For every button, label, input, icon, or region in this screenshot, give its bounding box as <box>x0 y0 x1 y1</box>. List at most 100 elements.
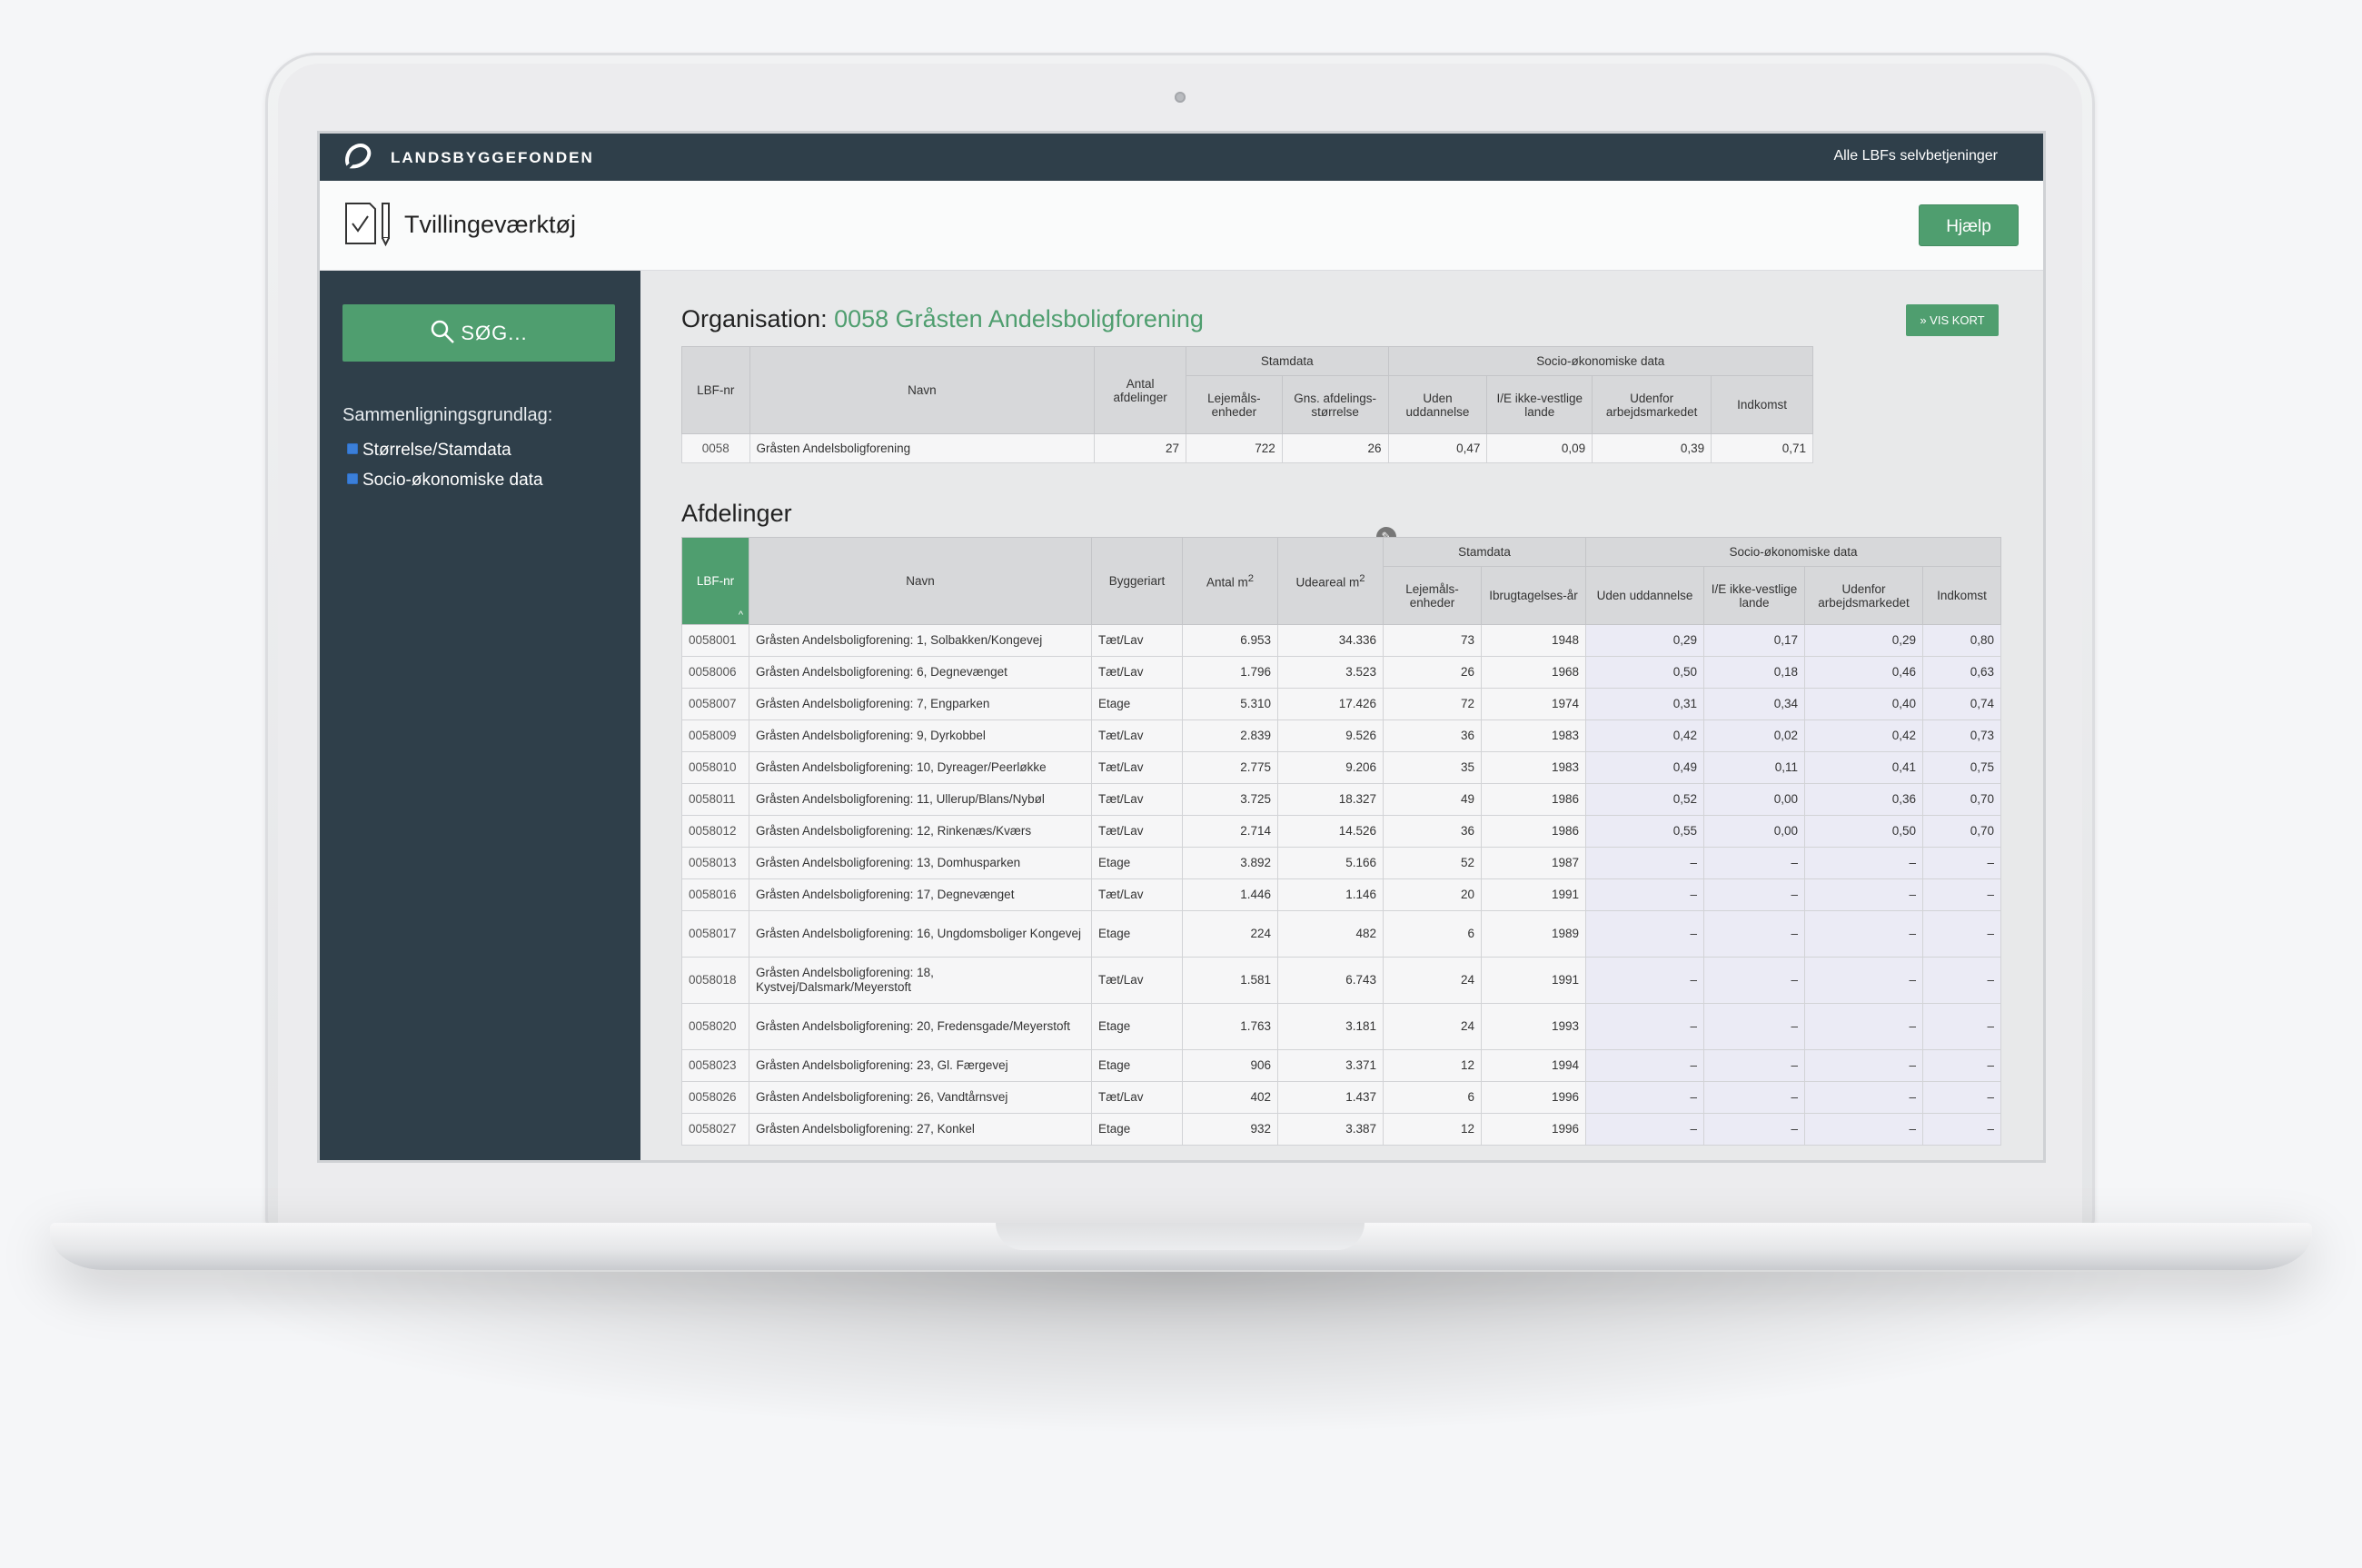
cell-ie: 0,34 <box>1703 688 1806 720</box>
cell-uden: – <box>1585 1003 1705 1050</box>
checkbox-checked-icon[interactable] <box>347 442 358 454</box>
table-row[interactable]: 0058016 Gråsten Andelsboligforening: 17, … <box>681 878 2002 911</box>
table-row[interactable]: 0058012 Gråsten Andelsboligforening: 12, … <box>681 815 2002 848</box>
cell-udenfor: 0,46 <box>1804 656 1924 689</box>
checkbox-socio-data[interactable]: Socio-økonomiske data <box>347 471 543 491</box>
col-antal-afdelinger[interactable]: Antal afdelinger <box>1094 346 1186 434</box>
cell-udenfor: 0,36 <box>1804 783 1924 816</box>
table-row[interactable]: 0058018 Gråsten Andelsboligforening: 18, … <box>681 957 2002 1004</box>
col-ie-lande[interactable]: I/E ikke-vestlige lande <box>1486 375 1593 434</box>
search-label: SØG... <box>461 322 528 344</box>
cell-ind: – <box>1922 910 2002 958</box>
col-udeareal-m2[interactable]: Udeareal m2 <box>1277 537 1384 625</box>
table-row[interactable]: 0058026 Gråsten Andelsboligforening: 26, … <box>681 1081 2002 1114</box>
cell-m2: 3.725 <box>1182 783 1278 816</box>
col-ie-lande[interactable]: I/E ikke-vestlige lande <box>1703 566 1806 625</box>
col-navn[interactable]: Navn <box>749 537 1092 625</box>
col-byggeriart[interactable]: Byggeriart <box>1091 537 1183 625</box>
cell-lbf: 0058026 <box>681 1081 749 1114</box>
col-indkomst[interactable]: Indkomst <box>1922 566 2002 625</box>
cell-lbf: 0058011 <box>681 783 749 816</box>
main-content: Organisation: 0058 Gråsten Andelsboligfo… <box>640 271 2043 1160</box>
cell-aar: 1989 <box>1480 910 1587 958</box>
cell-art: Tæt/Lav <box>1091 878 1183 911</box>
cell-ude: 1.437 <box>1277 1081 1384 1114</box>
cell-navn: Gråsten Andelsboligforening: 26, Vandtår… <box>749 1081 1092 1114</box>
cell-aar: 1993 <box>1480 1003 1587 1050</box>
table-row[interactable]: 0058013 Gråsten Andelsboligforening: 13, … <box>681 847 2002 879</box>
cell-ind: – <box>1922 878 2002 911</box>
cell-udenfor: 0,29 <box>1804 624 1924 657</box>
cell-udenfor: 0,42 <box>1804 719 1924 752</box>
cell-lbf: 0058013 <box>681 847 749 879</box>
help-button[interactable]: Hjælp <box>1919 204 2019 246</box>
cell-ie: 0,02 <box>1703 719 1806 752</box>
col-indkomst[interactable]: Indkomst <box>1711 375 1813 434</box>
table-row[interactable]: 0058027 Gråsten Andelsboligforening: 27, … <box>681 1113 2002 1146</box>
cell-lej: 49 <box>1383 783 1482 816</box>
cell-lej: 72 <box>1383 688 1482 720</box>
cell-m2: 1.796 <box>1182 656 1278 689</box>
afdelinger-body: 0058001 Gråsten Andelsboligforening: 1, S… <box>681 624 2002 1146</box>
table-row[interactable]: 0058017 Gråsten Andelsboligforening: 16, … <box>681 910 2002 958</box>
checkbox-size-stamdata[interactable]: Størrelse/Stamdata <box>347 441 511 461</box>
table-row[interactable]: 0058023 Gråsten Andelsboligforening: 23, … <box>681 1049 2002 1082</box>
cell-lej: 73 <box>1383 624 1482 657</box>
table-row[interactable]: 0058011 Gråsten Andelsboligforening: 11, … <box>681 783 2002 816</box>
col-uden-uddannelse[interactable]: Uden uddannelse <box>1585 566 1705 625</box>
col-uden-uddannelse[interactable]: Uden uddannelse <box>1387 375 1488 434</box>
cell-uden: – <box>1585 1049 1705 1082</box>
table-row[interactable]: 0058009 Gråsten Andelsboligforening: 9, D… <box>681 719 2002 752</box>
cell-aar: 1983 <box>1480 751 1587 784</box>
app-screen: LANDSBYGGEFONDEN Alle LBFs selvbetjening… <box>320 134 2043 1160</box>
cell-art: Tæt/Lav <box>1091 957 1183 1004</box>
cell-ie: 0,17 <box>1703 624 1806 657</box>
table-row[interactable]: 0058007 Gråsten Andelsboligforening: 7, E… <box>681 688 2002 720</box>
col-udenfor-arbejdsmarkedet[interactable]: Udenfor arbejdsmarkedet <box>1804 566 1924 625</box>
cell-navn: Gråsten Andelsboligforening: 17, Degnevæ… <box>749 878 1092 911</box>
laptop-shadow <box>200 1272 2162 1435</box>
cell-ie: – <box>1703 847 1806 879</box>
cell-art: Tæt/Lav <box>1091 783 1183 816</box>
table-row[interactable]: 0058020 Gråsten Andelsboligforening: 20, … <box>681 1003 2002 1050</box>
col-lejemaal[interactable]: Lejemåls-enheder <box>1383 566 1482 625</box>
cell-uden: – <box>1585 1113 1705 1146</box>
cell-ude: 18.327 <box>1277 783 1384 816</box>
cell-ind: 0,75 <box>1922 751 2002 784</box>
col-navn[interactable]: Navn <box>749 346 1096 434</box>
title-bar: Tvillingeværktøj Hjælp <box>320 181 2043 271</box>
col-lejemaal[interactable]: Lejemåls-enheder <box>1185 375 1283 434</box>
group-socio: Socio-økonomiske data <box>1387 346 1814 376</box>
cell-ude: 3.523 <box>1277 656 1384 689</box>
table-row[interactable]: 0058010 Gråsten Andelsboligforening: 10, … <box>681 751 2002 784</box>
show-map-button[interactable]: » VIS KORT <box>1906 304 1999 336</box>
checkbox-checked-icon[interactable] <box>347 472 358 484</box>
col-gns-stoerrelse[interactable]: Gns. afdelings-størrelse <box>1281 375 1389 434</box>
col-lbf-nr-sorted[interactable]: LBF-nr ^ <box>681 537 749 625</box>
col-lbf-nr[interactable]: LBF-nr <box>681 346 750 434</box>
cell-aar: 1991 <box>1480 957 1587 1004</box>
cell-m2: 932 <box>1182 1113 1278 1146</box>
all-services-link[interactable]: Alle LBFs selvbetjeninger <box>1833 148 1998 164</box>
table-row[interactable]: 0058006 Gråsten Andelsboligforening: 6, D… <box>681 656 2002 689</box>
cell-lej: 12 <box>1383 1113 1482 1146</box>
col-ibrugtagelsesaar[interactable]: Ibrugtagelses-år <box>1480 566 1587 625</box>
cell-udenfor: – <box>1804 1113 1924 1146</box>
cell-ie: 0,11 <box>1703 751 1806 784</box>
cell-art: Tæt/Lav <box>1091 751 1183 784</box>
cell-udenfor: 0,40 <box>1804 688 1924 720</box>
cell-lbf: 0058016 <box>681 878 749 911</box>
cell-navn: Gråsten Andelsboligforening: 27, Konkel <box>749 1113 1092 1146</box>
search-button[interactable]: SØG... <box>342 304 615 362</box>
col-udenfor-arbejdsmarkedet[interactable]: Udenfor arbejdsmarkedet <box>1592 375 1712 434</box>
cell-ind: – <box>1922 1049 2002 1082</box>
cell-ie: – <box>1703 957 1806 1004</box>
cell-aar: 1986 <box>1480 783 1587 816</box>
table-row[interactable]: 0058001 Gråsten Andelsboligforening: 1, S… <box>681 624 2002 657</box>
brand-name: LANDSBYGGEFONDEN <box>391 149 594 166</box>
table-row[interactable]: 0058 Gråsten Andelsboligforening 27 722 … <box>681 433 1813 463</box>
cell-aar: 1948 <box>1480 624 1587 657</box>
col-antal-m2[interactable]: Antal m2 <box>1182 537 1278 625</box>
cell-ie: 0,00 <box>1703 783 1806 816</box>
cell-ude: 1.146 <box>1277 878 1384 911</box>
